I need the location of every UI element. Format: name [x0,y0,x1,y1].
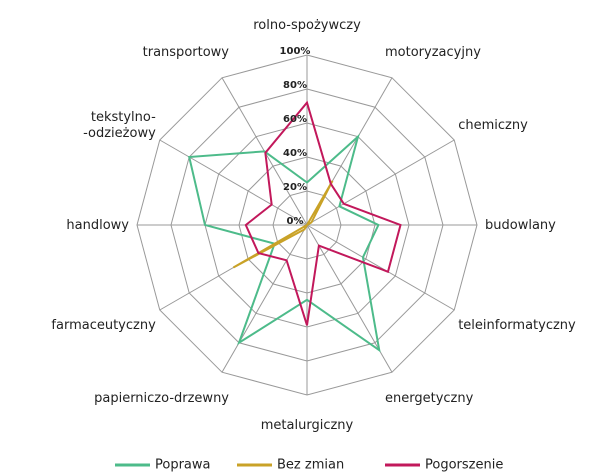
label-line: motoryzacyjny [385,44,481,59]
category-label: metalurgiczny [261,418,354,433]
label-line: transportowy [143,44,230,59]
category-label: handlowy [66,218,129,233]
r-tick-label: 100% [280,46,311,57]
label-line: tekstylno- [91,110,156,125]
category-label: tekstylno--odzieżowy [83,110,156,141]
r-tick-label: 60% [283,114,307,125]
legend-label: Poprawa [155,458,211,473]
legend-label: Bez zmian [277,458,344,473]
r-tick-label: 40% [283,148,307,159]
label-line: -odzieżowy [83,126,156,141]
series-line [187,133,381,353]
category-label: chemiczny [458,118,528,133]
label-line: metalurgiczny [261,418,354,433]
label-line: rolno-spożywczy [253,18,361,33]
label-line: chemiczny [458,118,528,133]
axis-spoke [159,139,308,226]
r-tick-label: 0% [287,216,304,227]
series-line [232,180,334,269]
label-line: teleinformatyczny [458,318,576,333]
legend-label: Pogorszenie [425,458,503,473]
category-label: motoryzacyjny [385,44,481,59]
category-label: budowlany [485,218,556,233]
axis-spoke [221,224,308,373]
axis-spoke [306,224,455,311]
label-line: farmaceutyczny [51,318,156,333]
category-label: papierniczo-drzewny [94,391,229,406]
axis-spoke [306,139,455,226]
category-label: rolno-spożywczy [253,18,361,33]
series-line [244,100,402,326]
category-label: farmaceutyczny [51,318,156,333]
r-tick-label: 20% [283,182,307,193]
label-line: budowlany [485,218,556,233]
r-tick-label: 80% [283,80,307,91]
category-label: teleinformatyczny [458,318,576,333]
category-label: transportowy [143,44,230,59]
category-label: energetyczny [385,391,474,406]
label-line: papierniczo-drzewny [94,391,229,406]
label-line: handlowy [66,218,129,233]
label-line: energetyczny [385,391,474,406]
